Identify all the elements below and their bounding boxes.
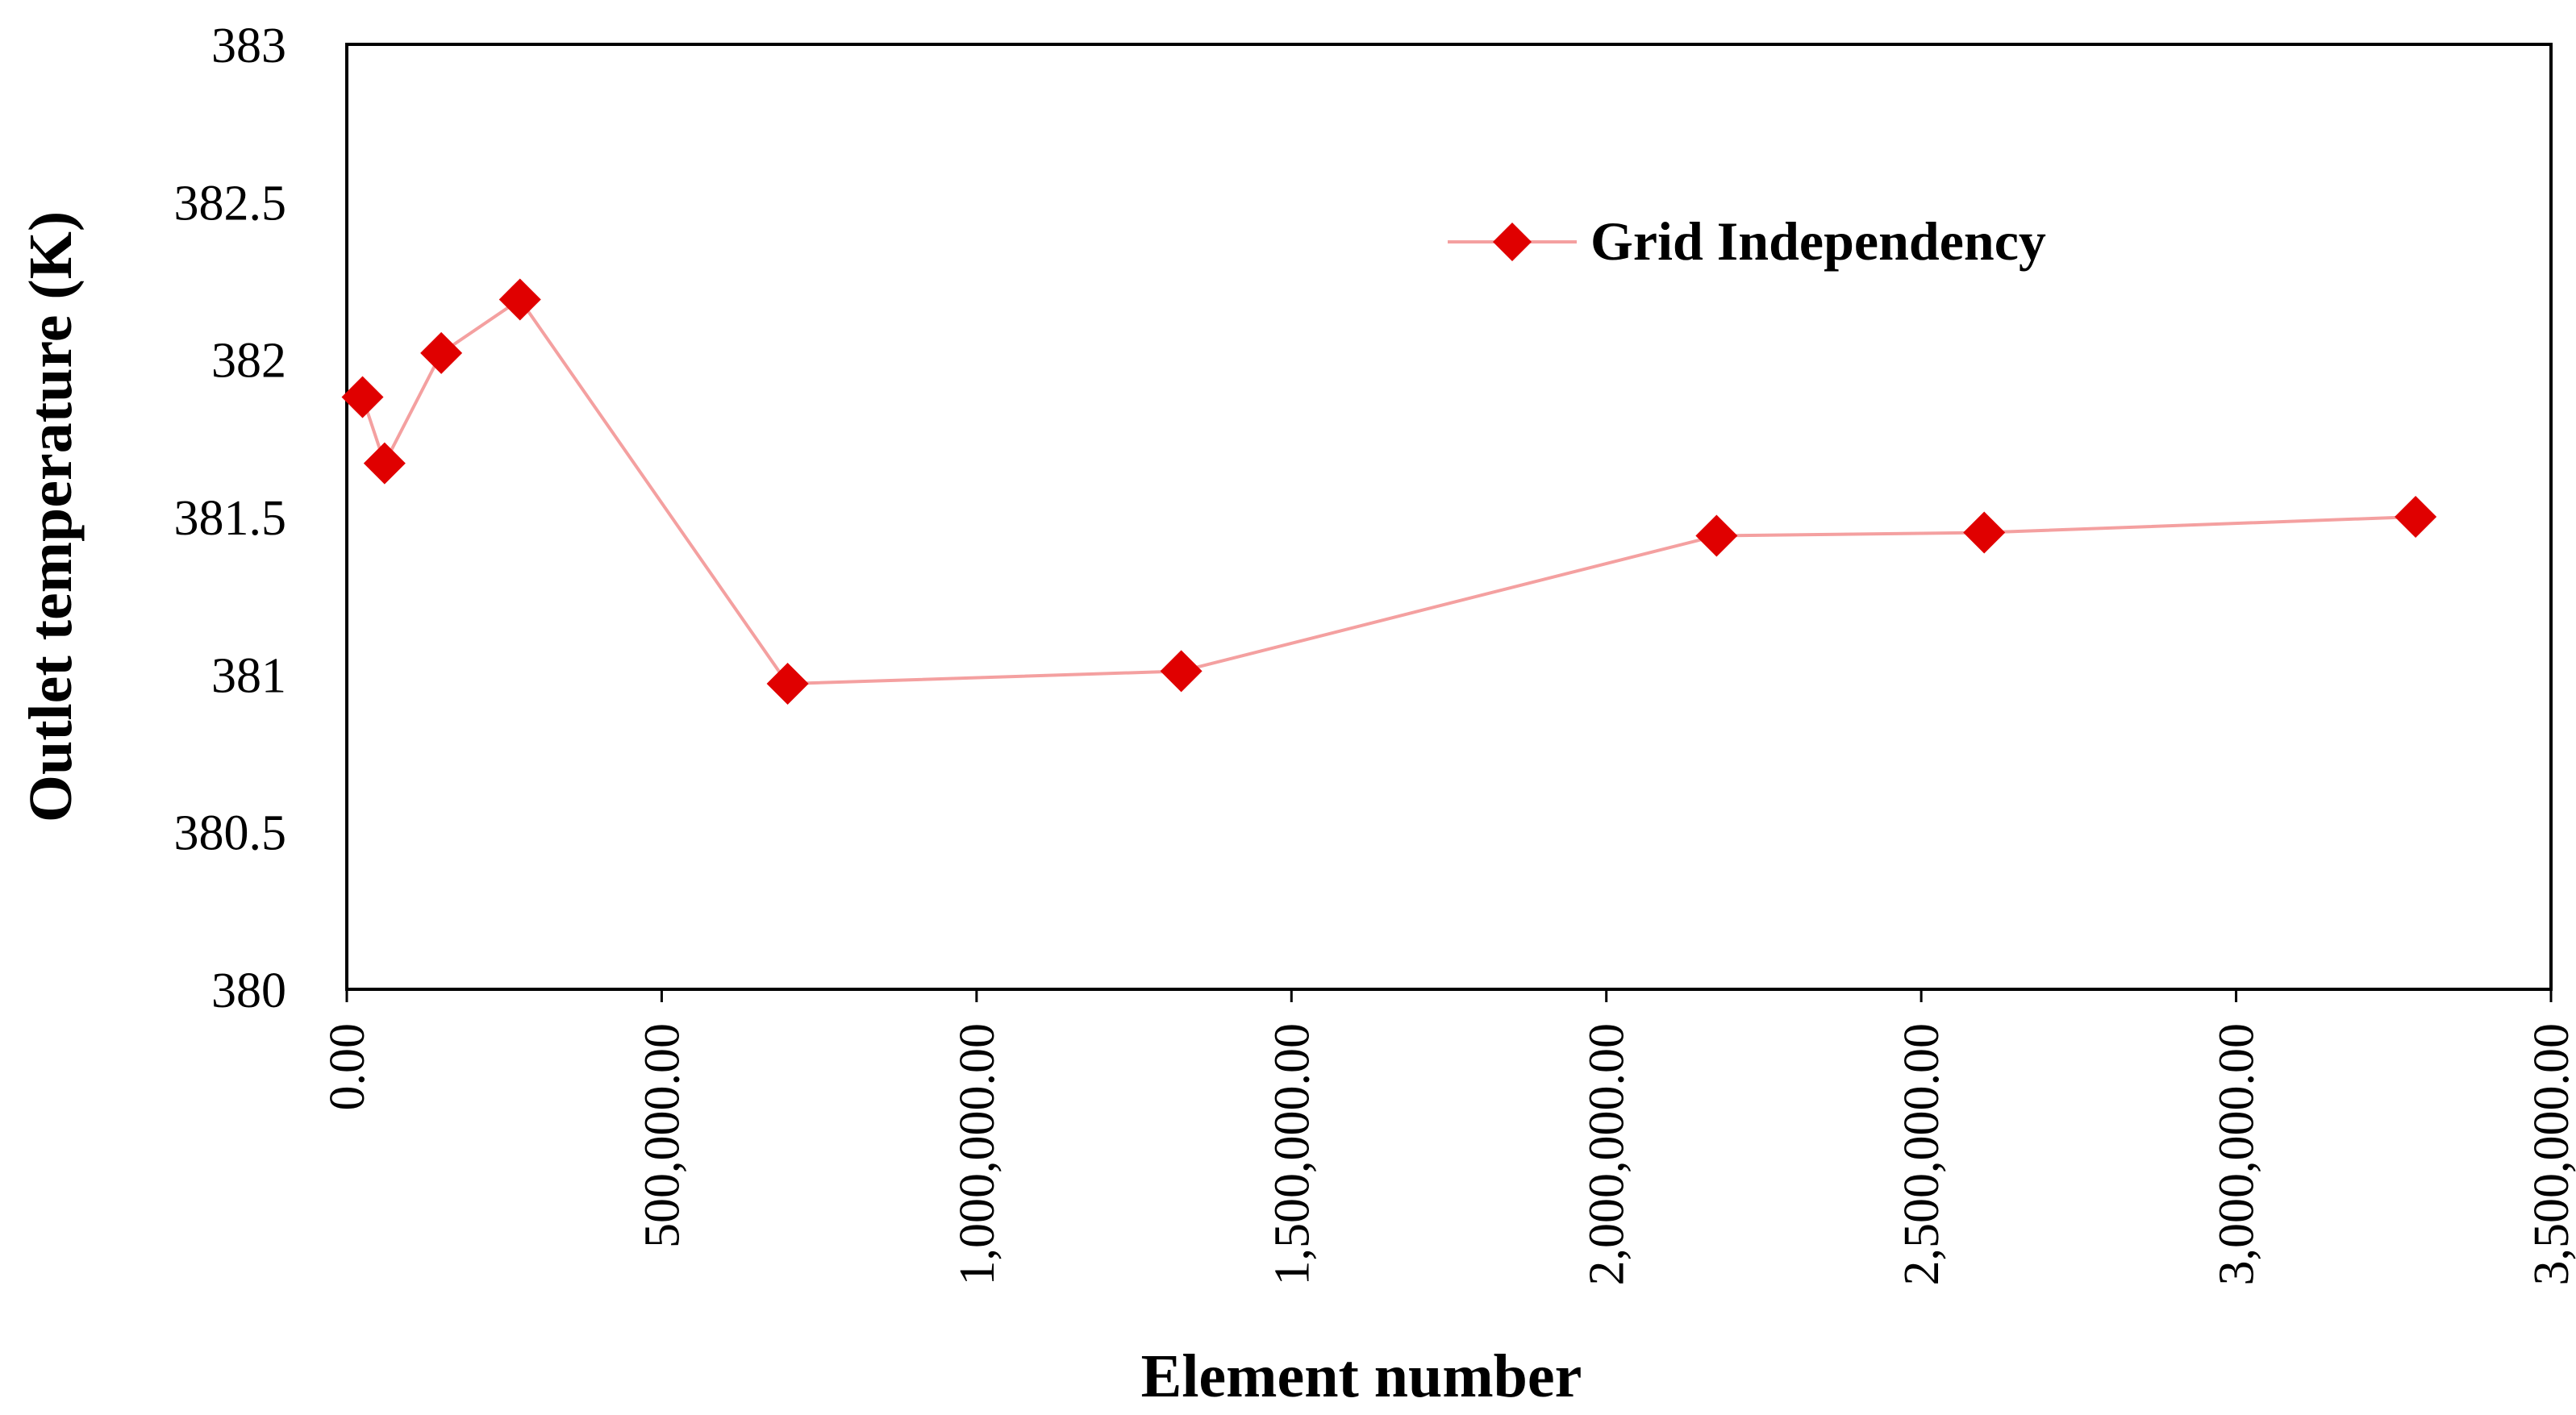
data-point-diamond bbox=[341, 376, 384, 418]
data-point-diamond bbox=[420, 331, 463, 374]
x-axis-title: Element number bbox=[1141, 1342, 1582, 1410]
data-point-diamond bbox=[363, 442, 406, 485]
y-tick-label: 380 bbox=[211, 963, 286, 1018]
data-point-diamond bbox=[1695, 514, 1738, 557]
y-tick-label: 381.5 bbox=[174, 491, 287, 546]
x-tick-label: 3,500,000.00 bbox=[2524, 1023, 2576, 1286]
x-tick-label: 2,000,000.00 bbox=[1580, 1023, 1635, 1286]
y-axis-title: Outlet temperature (K) bbox=[17, 211, 85, 822]
y-tick-label: 382 bbox=[211, 334, 286, 389]
legend-label: Grid Independency bbox=[1590, 210, 2046, 272]
data-point-diamond bbox=[1160, 650, 1203, 693]
y-tick-label: 381 bbox=[211, 648, 286, 703]
x-tick-label: 0.00 bbox=[320, 1023, 375, 1111]
legend-diamond-marker bbox=[1493, 223, 1532, 261]
data-point-diamond bbox=[498, 278, 541, 321]
legend: Grid Independency bbox=[1448, 210, 2046, 272]
x-tick-label: 3,000,000.00 bbox=[2210, 1023, 2265, 1286]
x-tick-label: 500,000.00 bbox=[635, 1023, 690, 1248]
y-tick-label: 380.5 bbox=[174, 806, 287, 861]
series-layer bbox=[341, 278, 2437, 705]
plot-area bbox=[345, 43, 2553, 991]
data-point-diamond bbox=[1963, 511, 2006, 554]
x-tick-label: 2,500,000.00 bbox=[1894, 1023, 1949, 1286]
x-tick-label: 1,500,000.00 bbox=[1265, 1023, 1319, 1286]
x-axis-ticks: 0.00 500,000.00 1,000,000.00 1,500,000.00 2,… bbox=[320, 989, 2576, 1286]
data-point-diamond bbox=[766, 663, 809, 705]
y-axis-ticks: 380 380.5 381 381.5 382 382.5 383 bbox=[174, 19, 287, 1018]
y-tick-label: 383 bbox=[211, 19, 286, 73]
x-tick-label: 1,000,000.00 bbox=[950, 1023, 1005, 1286]
data-point-diamond bbox=[2395, 496, 2437, 538]
y-tick-label: 382.5 bbox=[174, 176, 287, 231]
